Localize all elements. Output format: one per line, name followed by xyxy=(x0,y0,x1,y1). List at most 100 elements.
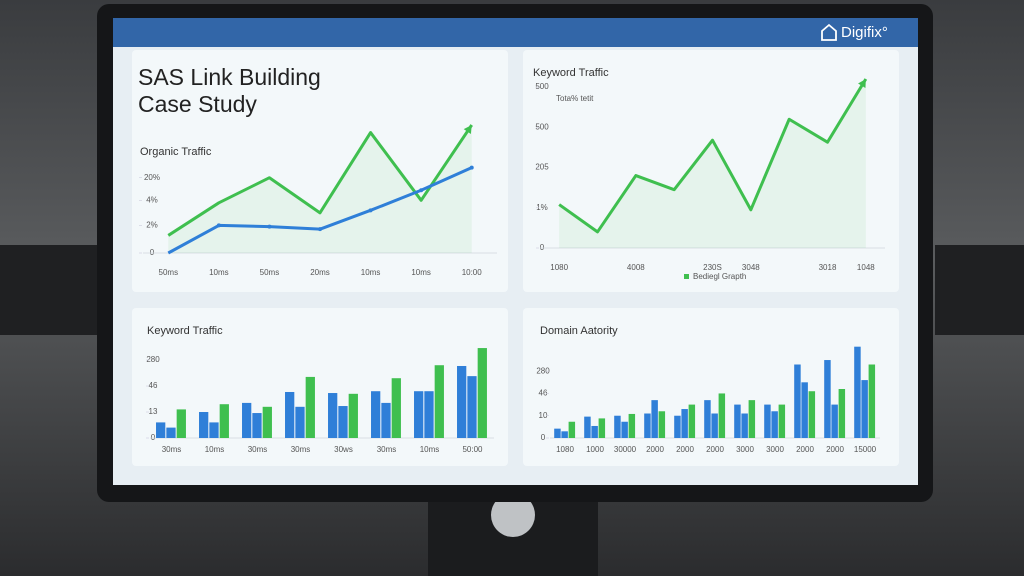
bar xyxy=(328,393,338,438)
y-tick-label: 46 xyxy=(149,381,158,390)
bar xyxy=(434,365,444,438)
bar xyxy=(391,378,401,438)
y-tick-label: 500 xyxy=(535,122,549,131)
bar xyxy=(838,389,846,438)
bar xyxy=(166,427,176,438)
x-tick-label: 10ms xyxy=(205,445,225,454)
bar xyxy=(305,376,315,438)
legend-label: Bediegl Grapth xyxy=(693,272,746,281)
bar xyxy=(704,400,711,438)
x-tick-label: 2000 xyxy=(796,445,814,454)
point xyxy=(216,223,221,228)
point xyxy=(368,208,373,213)
y-tick-label: 4% xyxy=(146,195,158,204)
x-tick-label: 3018 xyxy=(819,263,837,272)
bar xyxy=(156,422,166,438)
x-tick-label: 4008 xyxy=(627,263,645,272)
bar xyxy=(242,402,252,438)
bar xyxy=(598,418,606,438)
x-tick-label: 30000 xyxy=(614,445,637,454)
bar xyxy=(718,393,726,438)
bar xyxy=(584,416,591,438)
bar xyxy=(688,404,696,438)
bar xyxy=(568,421,576,438)
line xyxy=(167,124,473,237)
background-screen xyxy=(935,245,1024,335)
bar xyxy=(591,425,598,438)
bar xyxy=(801,382,808,438)
bar xyxy=(644,413,651,438)
bar xyxy=(778,404,786,438)
bar xyxy=(831,404,838,438)
y-tick-label: 0 xyxy=(541,433,546,442)
x-tick-label: 15000 xyxy=(854,445,877,454)
x-tick-label: 10ms xyxy=(420,445,440,454)
bar xyxy=(741,413,748,438)
point xyxy=(469,165,474,170)
point xyxy=(318,227,322,232)
y-tick-label: 46 xyxy=(539,389,548,398)
bar xyxy=(854,346,861,438)
bar xyxy=(371,391,381,438)
x-tick-label: 1048 xyxy=(857,263,875,272)
bar xyxy=(477,348,487,438)
x-tick-label: 30ws xyxy=(334,445,353,454)
chart-subtitle: Tota% tetit xyxy=(556,94,594,103)
y-tick-label: 205 xyxy=(535,163,549,172)
area xyxy=(168,125,472,253)
x-tick-label: 30ms xyxy=(162,445,182,454)
x-tick-label: 30ms xyxy=(291,445,311,454)
stand-hole xyxy=(491,493,535,537)
x-tick-label: 50ms xyxy=(159,268,179,277)
point xyxy=(419,188,424,193)
bar xyxy=(734,404,741,438)
x-tick-label: 20ms xyxy=(310,268,330,277)
brand: Digifix° xyxy=(841,24,888,41)
y-tick-label: 500 xyxy=(535,82,549,91)
header-bar xyxy=(113,18,918,47)
panel xyxy=(132,50,508,292)
bar xyxy=(561,431,568,438)
bar xyxy=(808,391,816,438)
x-tick-label: 2000 xyxy=(646,445,664,454)
x-tick-label: 30ms xyxy=(377,445,397,454)
x-tick-label: 10:00 xyxy=(462,268,483,277)
bar xyxy=(868,364,876,438)
chart-title: Domain Aatority xyxy=(540,325,618,337)
legend-swatch xyxy=(684,274,689,279)
x-tick-label: 1000 xyxy=(586,445,604,454)
x-tick-label: 10ms xyxy=(411,268,431,277)
x-tick-label: 10ms xyxy=(361,268,381,277)
bar xyxy=(764,404,771,438)
bar xyxy=(176,409,186,438)
arrow-head xyxy=(463,125,472,134)
y-tick-label: 280 xyxy=(536,366,550,375)
bar xyxy=(674,415,681,438)
bar xyxy=(651,400,658,438)
bar xyxy=(348,393,358,438)
x-tick-label: 3048 xyxy=(742,263,760,272)
x-tick-label: 30ms xyxy=(248,445,268,454)
x-tick-label: 2000 xyxy=(676,445,694,454)
bar xyxy=(262,406,272,438)
y-tick-label: 2% xyxy=(146,221,158,230)
chart-title: Keyword Traffic xyxy=(147,325,223,337)
bar xyxy=(681,409,688,438)
bar xyxy=(338,406,348,438)
bar xyxy=(414,391,424,438)
bar xyxy=(614,415,621,438)
x-tick-label: 50ms xyxy=(260,268,280,277)
chart-title: Organic Traffic xyxy=(140,146,212,158)
bar xyxy=(621,421,628,438)
heading: SAS Link Building xyxy=(138,64,321,90)
bar xyxy=(219,404,229,438)
bar xyxy=(457,365,467,438)
y-tick-label: 280 xyxy=(146,355,160,364)
bar xyxy=(285,391,295,438)
bar xyxy=(794,364,801,438)
x-tick-label: 10ms xyxy=(209,268,229,277)
point xyxy=(267,224,272,229)
arrow-head xyxy=(858,79,866,89)
x-tick-label: 3000 xyxy=(766,445,784,454)
